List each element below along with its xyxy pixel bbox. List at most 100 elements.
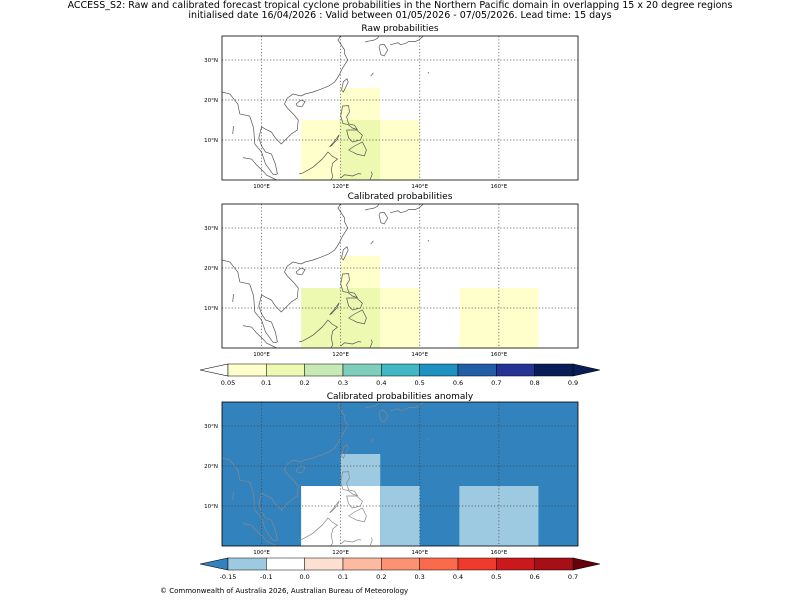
lon-tick-label: 120°E [332, 184, 349, 190]
map-panel-3: 100°E 120°E 140°E 160°E 10°N 20°N 30°N [204, 401, 579, 556]
colorbar-1: 0.05 0.1 0.2 0.3 0.4 0.5 0.6 0.7 0.8 0.9 [199, 363, 601, 387]
colorbar-swatch [496, 363, 535, 377]
coastline [329, 134, 340, 148]
colorbar-tick-label: 0.1 [261, 379, 271, 387]
colorbar-swatch [266, 363, 305, 377]
lat-tick-label: 10°N [204, 306, 218, 312]
coastline [295, 267, 306, 276]
coastline [348, 141, 367, 157]
lon-tick-label: 160°E [491, 550, 508, 556]
coastline [222, 36, 349, 176]
coastline [340, 273, 359, 299]
figure-title-line1: ACCESS_S2: Raw and calibrated forecast t… [67, 0, 733, 11]
colorbar-swatch [534, 363, 574, 377]
coastline [390, 402, 424, 412]
lat-tick-label: 30°N [204, 424, 218, 430]
colorbar-swatch [496, 557, 535, 571]
colorbar-swatch [342, 557, 382, 571]
colorbar-tick-label: 0.5 [414, 379, 424, 387]
coastline [370, 72, 374, 77]
colorbar-swatch [419, 557, 459, 571]
coastline [365, 204, 379, 211]
colorbar-swatch [419, 363, 459, 377]
coastline [242, 157, 277, 180]
copyright-footer: © Commonwealth of Australia 2026, Austra… [160, 587, 409, 595]
coastline [341, 444, 349, 459]
coastline [232, 293, 234, 303]
lon-tick-label: 160°E [491, 352, 508, 358]
colorbar-tick-label: 0.7 [568, 573, 578, 581]
lat-tick-label: 30°N [204, 58, 218, 64]
coastline [378, 44, 389, 57]
coastline [340, 471, 359, 497]
map-panel-1: 100°E 120°E 140°E 160°E 10°N 20°N 30°N [204, 35, 579, 190]
map-frame [221, 401, 579, 547]
colorbar-2: -0.15 -0.1 0.0 0.1 0.2 0.3 0.4 0.5 0.6 0.7 [199, 557, 601, 581]
map-frame [221, 35, 579, 181]
lon-tick-label: 120°E [332, 352, 349, 358]
colorbar-swatch [304, 363, 344, 377]
colorbar-tick-label: 0.3 [414, 573, 424, 581]
coastline [370, 438, 374, 443]
colorbar-tick-label: 0.2 [376, 573, 386, 581]
coastline [370, 240, 374, 245]
lon-tick-label: 160°E [491, 184, 508, 190]
coastline [242, 523, 277, 546]
lon-tick-label: 120°E [332, 550, 349, 556]
lon-tick-label: 140°E [411, 184, 428, 190]
colorbar-swatch [227, 363, 267, 377]
coastline [340, 341, 362, 347]
colorbar-tick-label: -0.1 [260, 573, 273, 581]
coastline [298, 319, 339, 348]
coastline [340, 539, 362, 545]
colorbar-swatch [457, 363, 497, 377]
colorbar-tick-label: 0.6 [453, 379, 463, 387]
probability-region-1 [340, 454, 381, 486]
coastline [222, 402, 349, 542]
colorbar-over-arrow [572, 363, 601, 377]
lat-tick-label: 20°N [204, 98, 218, 104]
panel-title-anomaly: Calibrated probabilities anomaly [326, 392, 474, 402]
figure-title-line2: initialised date 16/04/2026 : Valid betw… [188, 10, 612, 21]
colorbar-tick-label: 0.4 [453, 573, 463, 581]
colorbar-under-arrow [199, 363, 229, 377]
lat-tick-label: 10°N [204, 504, 218, 510]
colorbar-tick-label: 0.3 [338, 379, 348, 387]
colorbar-tick-label: 0.0 [299, 573, 309, 581]
coastline [369, 171, 373, 180]
colorbar-tick-label: 0.6 [529, 573, 539, 581]
coastline [378, 410, 389, 423]
coastline [340, 173, 362, 179]
coastline [329, 302, 340, 316]
coastline [390, 204, 424, 214]
map-panel-2: 100°E 120°E 140°E 160°E 10°N 20°N 30°N [204, 203, 579, 358]
colorbar-tick-label: 0.7 [491, 379, 501, 387]
lon-tick-label: 100°E [253, 550, 270, 556]
coastline [295, 99, 306, 108]
colorbar-tick-label: 0.5 [491, 573, 501, 581]
coastline [390, 36, 424, 46]
coastline [348, 507, 367, 523]
colorbar-swatch [381, 363, 420, 377]
lon-tick-label: 100°E [253, 352, 270, 358]
colorbar-under-arrow [199, 557, 229, 571]
colorbar-tick-label: 0.1 [338, 573, 348, 581]
colorbar-swatch [342, 363, 382, 377]
coastline [369, 339, 373, 348]
coastline [341, 246, 349, 261]
lat-tick-label: 10°N [204, 138, 218, 144]
colorbar-tick-label: 0.2 [299, 379, 309, 387]
coastline [232, 491, 234, 501]
coastline [341, 78, 349, 93]
lon-tick-label: 140°E [411, 550, 428, 556]
colorbar-swatch [381, 557, 420, 571]
coastline [340, 105, 359, 131]
coastline [298, 517, 339, 546]
coastline [295, 465, 306, 474]
lat-tick-label: 20°N [204, 266, 218, 272]
probability-region-2 [380, 288, 420, 348]
colorbar-tick-label: 0.05 [221, 379, 235, 387]
colorbar-swatch [266, 557, 305, 571]
panel-title-calibrated: Calibrated probabilities [347, 192, 453, 202]
